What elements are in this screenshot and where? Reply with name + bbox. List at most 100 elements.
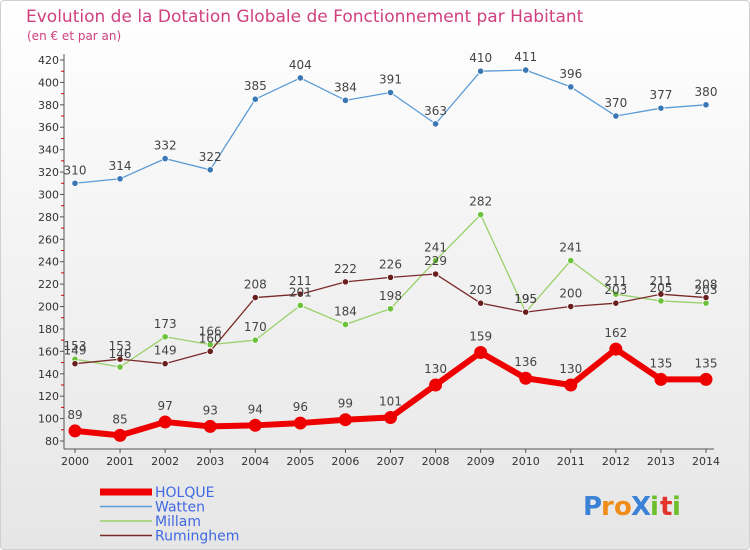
data-point-holque bbox=[519, 371, 533, 385]
y-tick-label: 240 bbox=[38, 256, 59, 269]
data-point-millam bbox=[567, 256, 575, 265]
axes: 80 100 120 140 160 180 200 220 240 260 280 300 320 34… bbox=[38, 54, 720, 468]
data-label-ruminghem: 203 bbox=[604, 283, 627, 297]
y-tick-label: 180 bbox=[38, 323, 59, 336]
data-label-ruminghem: 226 bbox=[379, 257, 402, 271]
data-label-millam: 170 bbox=[244, 320, 267, 334]
x-tick-label: 2000 bbox=[61, 455, 89, 468]
x-tick-label: 2011 bbox=[557, 455, 585, 468]
data-label-ruminghem: 200 bbox=[559, 287, 582, 301]
data-label-millam: 205 bbox=[649, 281, 672, 295]
svg-text:i: i bbox=[650, 492, 659, 522]
data-point-watten bbox=[657, 104, 665, 112]
data-point-millam bbox=[431, 256, 440, 265]
data-point-watten bbox=[71, 179, 79, 187]
data-point-watten bbox=[522, 66, 530, 74]
data-label-holque: 159 bbox=[469, 329, 492, 343]
data-label-millam: 146 bbox=[109, 347, 132, 361]
svg-text:X: X bbox=[631, 492, 651, 522]
data-point-holque bbox=[158, 415, 172, 429]
data-label-millam: 166 bbox=[199, 325, 222, 339]
legend-label-millam: Millam bbox=[155, 514, 201, 530]
data-point-watten bbox=[341, 96, 350, 104]
x-tick-label: 2010 bbox=[512, 455, 540, 468]
y-tick-label: 380 bbox=[38, 99, 59, 112]
data-point-watten bbox=[567, 83, 575, 91]
data-point-holque bbox=[429, 378, 443, 392]
data-point-millam bbox=[116, 363, 124, 371]
data-label-ruminghem: 208 bbox=[695, 278, 718, 292]
data-point-millam bbox=[251, 336, 259, 344]
data-point-ruminghem bbox=[657, 290, 665, 298]
data-point-millam bbox=[341, 320, 350, 329]
data-label-watten: 370 bbox=[604, 96, 627, 110]
data-label-ruminghem: 229 bbox=[424, 254, 447, 268]
y-tick-label: 260 bbox=[38, 233, 59, 246]
data-label-millam: 153 bbox=[64, 339, 87, 353]
data-label-watten: 363 bbox=[424, 104, 447, 118]
data-point-holque bbox=[654, 372, 668, 386]
data-point-holque bbox=[338, 413, 352, 427]
data-label-ruminghem: 153 bbox=[109, 339, 132, 353]
chart-subtitle: (en € et par an) bbox=[27, 29, 121, 43]
y-tick-label: 280 bbox=[38, 211, 59, 224]
data-label-holque: 135 bbox=[649, 356, 672, 370]
data-label-watten: 411 bbox=[514, 50, 537, 64]
data-label-holque: 93 bbox=[203, 403, 218, 417]
data-point-holque bbox=[68, 424, 82, 438]
data-point-ruminghem bbox=[251, 293, 259, 302]
data-label-ruminghem: 211 bbox=[289, 274, 312, 288]
legend-label-watten: Watten bbox=[155, 500, 205, 516]
data-label-watten: 314 bbox=[109, 159, 132, 173]
data-point-ruminghem bbox=[612, 299, 620, 307]
svg-text:r: r bbox=[601, 492, 614, 522]
y-tick-label: 420 bbox=[38, 54, 59, 67]
chart-title: Evolution de la Dotation Globale de Fonc… bbox=[26, 7, 584, 27]
data-label-watten: 377 bbox=[649, 88, 672, 102]
data-label-millam: 282 bbox=[469, 195, 492, 209]
data-label-millam: 198 bbox=[379, 289, 402, 303]
x-tick-label: 2008 bbox=[422, 455, 450, 468]
data-point-watten bbox=[386, 88, 395, 97]
svg-text:i: i bbox=[672, 492, 681, 522]
y-tick-label: 160 bbox=[38, 345, 59, 358]
x-tick-label: 2014 bbox=[692, 455, 720, 468]
data-point-watten bbox=[251, 95, 259, 103]
data-label-watten: 384 bbox=[334, 80, 357, 94]
data-label-millam: 195 bbox=[514, 292, 537, 306]
data-label-watten: 410 bbox=[469, 51, 492, 65]
data-point-holque bbox=[113, 428, 127, 442]
data-label-millam: 241 bbox=[559, 241, 582, 255]
data-label-millam: 203 bbox=[695, 283, 718, 297]
data-point-ruminghem bbox=[341, 278, 350, 286]
data-point-ruminghem bbox=[386, 273, 395, 281]
data-point-watten bbox=[612, 112, 620, 120]
data-point-ruminghem bbox=[206, 347, 214, 355]
data-point-holque bbox=[474, 345, 488, 359]
data-label-watten: 396 bbox=[559, 67, 582, 81]
data-label-ruminghem: 208 bbox=[244, 278, 267, 292]
data-label-watten: 310 bbox=[64, 163, 87, 177]
data-point-millam bbox=[296, 301, 304, 310]
x-tick-label: 2012 bbox=[602, 455, 630, 468]
data-label-ruminghem: 160 bbox=[199, 331, 222, 345]
data-point-ruminghem bbox=[116, 355, 124, 363]
data-point-watten bbox=[161, 155, 169, 163]
svg-text:P: P bbox=[583, 492, 602, 522]
data-label-holque: 130 bbox=[424, 362, 447, 376]
data-point-watten bbox=[296, 74, 304, 82]
data-label-holque: 85 bbox=[112, 412, 127, 426]
data-point-watten bbox=[206, 166, 214, 174]
data-point-watten bbox=[116, 175, 124, 183]
data-point-watten bbox=[477, 67, 485, 75]
data-point-ruminghem bbox=[522, 308, 530, 316]
data-label-watten: 380 bbox=[695, 85, 718, 99]
data-label-holque: 130 bbox=[559, 362, 582, 376]
data-label-holque: 99 bbox=[338, 397, 353, 411]
data-point-holque bbox=[384, 410, 397, 424]
data-label-holque: 94 bbox=[248, 402, 263, 416]
data-label-ruminghem: 222 bbox=[334, 262, 357, 276]
data-label-holque: 101 bbox=[379, 394, 402, 408]
